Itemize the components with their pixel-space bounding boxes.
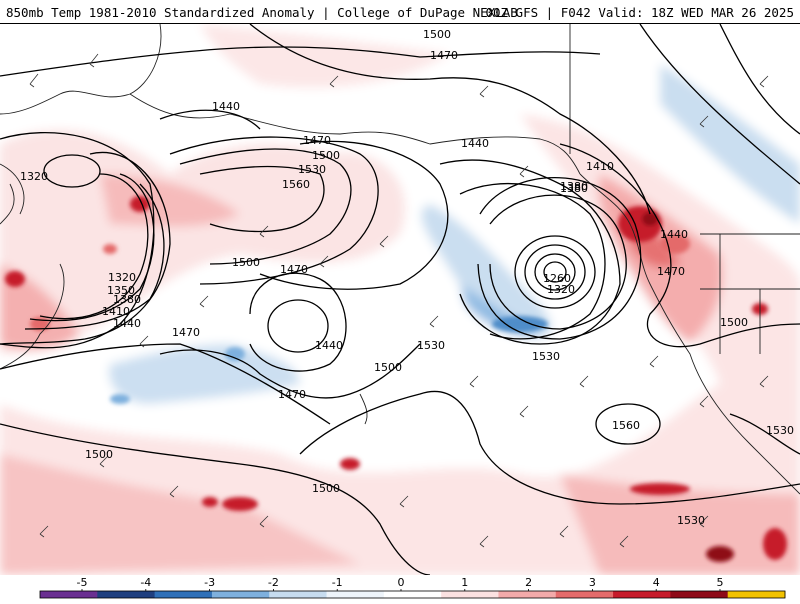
contour-label: 1530 — [677, 514, 705, 527]
colorbar-swatch — [613, 591, 671, 598]
coastlines — [0, 24, 800, 495]
contour-label: 1530 — [532, 350, 560, 363]
colorbar-swatch — [154, 591, 213, 598]
contour-label: 1470 — [278, 388, 306, 401]
colorbar-tick-label: -2 — [268, 576, 279, 589]
colorbar-tick-label: 5 — [717, 576, 724, 589]
height-contours — [0, 24, 800, 575]
contour-label: 1530 — [417, 339, 445, 352]
colorbar-swatch — [269, 591, 328, 598]
colorbar-swatch — [670, 591, 729, 598]
product-title: 850mb Temp 1981-2010 Standardized Anomal… — [6, 5, 518, 20]
colorbar-tick-label: -4 — [140, 576, 151, 589]
colorbar-tick-label: -5 — [77, 576, 88, 589]
contour-label: 1440 — [113, 317, 141, 330]
colorbar-swatch — [498, 591, 557, 598]
colorbar-tick-label: 1 — [461, 576, 468, 589]
contour-label: 1470 — [172, 326, 200, 339]
contour-label: 1440 — [660, 228, 688, 241]
contour-label: 1470 — [657, 265, 685, 278]
contour-label: 1560 — [612, 419, 640, 432]
contour-label: 1470 — [280, 263, 308, 276]
colorbar-swatch — [97, 591, 156, 598]
contour-label: 1440 — [461, 137, 489, 150]
contour-label: 1260 — [543, 272, 571, 285]
colorbar-swatch — [40, 591, 98, 598]
anomaly-shading — [0, 24, 800, 575]
valid-time: 00Z GFS | F042 Valid: 18Z WED MAR 26 202… — [485, 5, 794, 20]
contour-label: 1410 — [102, 305, 130, 318]
map-canvas: 1500 1470 1440 1320 1470 1500 1530 1560 … — [0, 24, 800, 575]
map-header: 850mb Temp 1981-2010 Standardized Anomal… — [0, 0, 800, 24]
contour-label: 1380 — [560, 180, 588, 193]
contour-label: 1350 — [107, 284, 135, 297]
contour-label: 1320 — [20, 170, 48, 183]
contour-label: 1500 — [423, 28, 451, 41]
contour-label: 1500 — [312, 482, 340, 495]
colorbar-swatch — [727, 591, 786, 598]
contour-labels: 1500 1470 1440 1320 1470 1500 1530 1560 … — [20, 28, 794, 527]
contour-label: 1530 — [298, 163, 326, 176]
contour-label: 1470 — [430, 49, 458, 62]
colorbar-tick-label: 0 — [398, 576, 405, 589]
contour-label: 1500 — [312, 149, 340, 162]
colorbar-swatch — [211, 591, 270, 598]
contour-label: 1560 — [282, 178, 310, 191]
contour-label: 1440 — [315, 339, 343, 352]
contour-label: 1320 — [108, 271, 136, 284]
strong-anomaly-cells — [5, 196, 787, 562]
contour-label: 1380 — [560, 182, 588, 195]
contour-label: 1500 — [232, 256, 260, 269]
contour-label: 1500 — [374, 361, 402, 374]
colorbar-swatch — [555, 591, 614, 598]
map-panel: 1500 1470 1440 1320 1470 1500 1530 1560 … — [0, 24, 800, 575]
colorbar-tick-label: 2 — [525, 576, 532, 589]
colorbar-svg: -5 -4 -3 -2 -1 0 1 2 3 4 5 — [39, 576, 786, 599]
colorbar-tick-label: -1 — [332, 576, 343, 589]
contour-label: 1500 — [720, 316, 748, 329]
contour-label: 1380 — [113, 293, 141, 306]
colorbar-tick-label: -3 — [204, 576, 215, 589]
colorbar-outline — [39, 590, 786, 599]
contour-label: 1320 — [547, 283, 575, 296]
colorbar-swatch — [383, 591, 442, 598]
colorbar-tick-label: 4 — [653, 576, 660, 589]
contour-label: 1530 — [766, 424, 794, 437]
colorbar-swatch — [326, 591, 385, 598]
contour-label: 1500 — [85, 448, 113, 461]
colorbar-tick-label: 3 — [589, 576, 596, 589]
contour-label: 1470 — [303, 134, 331, 147]
wind-barbs — [29, 53, 769, 548]
contour-label: 1440 — [212, 100, 240, 113]
colorbar-ticks: -5 -4 -3 -2 -1 0 1 2 3 4 5 — [77, 576, 724, 591]
colorbar-swatches — [39, 590, 786, 599]
contour-label: 1410 — [586, 160, 614, 173]
anomaly-colorbar: -5 -4 -3 -2 -1 0 1 2 3 4 5 — [0, 575, 800, 600]
colorbar-swatch — [441, 591, 499, 598]
